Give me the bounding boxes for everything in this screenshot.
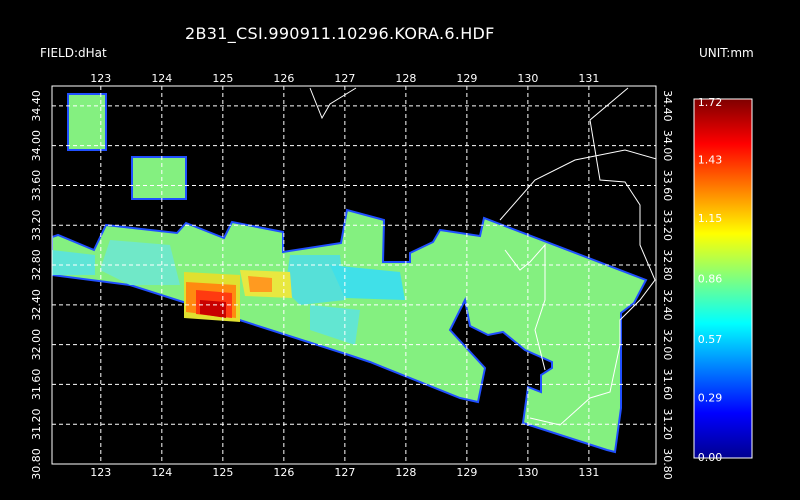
lon-tick-label: 128 [395,72,416,85]
lat-tick-label: 32.00 [30,329,43,361]
lat-tick-label: 31.60 [661,369,674,401]
lat-tick-label: 33.20 [30,210,43,242]
lat-tick-label: 33.60 [30,170,43,202]
lon-tick-label: 126 [273,72,294,85]
lat-tick-label: 32.00 [661,329,674,361]
swath-patch-low [100,240,180,285]
swath-patch-low [330,265,405,300]
lat-tick-label: 34.40 [661,90,674,122]
lon-tick-label: 124 [151,466,172,479]
lon-tick-label: 124 [151,72,172,85]
colorbar-tick-label: 0.57 [698,333,723,346]
lon-tick-label: 130 [517,466,538,479]
colorbar-ticks: 1.72 1.43 1.15 0.86 0.57 0.29 0.00 [698,96,723,464]
lon-tick-label: 128 [395,466,416,479]
lat-ticks-left: 34.40 34.00 33.60 33.20 32.80 32.40 32.00 31.60… [30,90,43,480]
swath-cell [67,93,107,151]
unit-label: UNIT:mm [699,46,754,60]
swath-cell [131,156,187,200]
lon-tick-label: 127 [334,72,355,85]
swath-layer [52,93,648,454]
lat-tick-label: 30.80 [30,448,43,480]
lon-tick-label: 130 [517,72,538,85]
colorbar-tick-label: 1.15 [698,212,723,225]
lat-tick-label: 32.80 [661,249,674,281]
lon-tick-label: 129 [456,72,477,85]
field-label: FIELD:dHat [40,46,107,60]
lon-tick-label: 131 [578,466,599,479]
lat-tick-label: 34.00 [661,130,674,162]
lon-tick-label: 126 [273,466,294,479]
lat-tick-label: 32.40 [30,289,43,321]
colorbar [693,98,753,459]
lat-tick-label: 33.60 [661,170,674,202]
lat-tick-label: 32.80 [30,249,43,281]
map-title: 2B31_CSI.990911.10296.KORA.6.HDF [185,24,495,43]
lon-tick-label: 123 [90,466,111,479]
lat-tick-label: 31.20 [30,408,43,440]
lat-tick-label: 34.40 [30,90,43,122]
lon-ticks-top: 123 124 125 126 127 128 129 130 131 [90,72,599,85]
lat-tick-label: 30.80 [661,448,674,480]
plot-frame [51,85,657,465]
swath-patch-low [52,250,95,275]
coastline [309,87,656,426]
lon-tick-label: 129 [456,466,477,479]
lat-tick-label: 31.60 [30,369,43,401]
lon-ticks-bottom: 123 124 125 126 127 128 129 130 131 [90,466,599,479]
lat-tick-label: 33.20 [661,210,674,242]
colorbar-tick-label: 1.72 [698,96,723,109]
lat-tick-label: 32.40 [661,289,674,321]
lat-tick-label: 34.00 [30,130,43,162]
lat-ticks-right: 34.40 34.00 33.60 33.20 32.80 32.40 32.00 31.60… [661,90,674,480]
colorbar-tick-label: 0.00 [698,451,723,464]
colorbar-tick-label: 1.43 [698,154,723,167]
colorbar-tick-label: 0.29 [698,391,723,404]
lon-tick-label: 125 [212,72,233,85]
lon-tick-label: 127 [334,466,355,479]
swath-patch-low [285,255,345,305]
colorbar-tick-label: 0.86 [698,273,723,286]
swath-patch-high [248,276,272,292]
swath-patch-low [310,305,360,345]
lat-tick-label: 31.20 [661,408,674,440]
lon-tick-label: 131 [578,72,599,85]
lon-tick-label: 125 [212,466,233,479]
lon-tick-label: 123 [90,72,111,85]
